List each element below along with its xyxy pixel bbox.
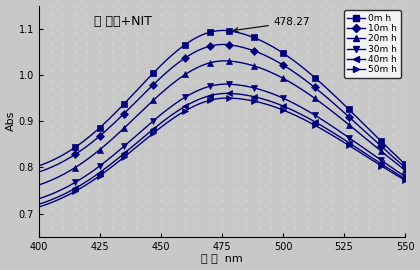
Text: 甲 基橙+NIT: 甲 基橙+NIT	[94, 15, 152, 28]
Y-axis label: Abs: Abs	[5, 111, 16, 131]
X-axis label: 波 长  nm: 波 长 nm	[201, 254, 243, 264]
Text: 478.27: 478.27	[234, 17, 310, 32]
Legend: 0m h, 10m h, 20m h, 30m h, 40m h, 50m h: 0m h, 10m h, 20m h, 30m h, 40m h, 50m h	[344, 10, 401, 78]
